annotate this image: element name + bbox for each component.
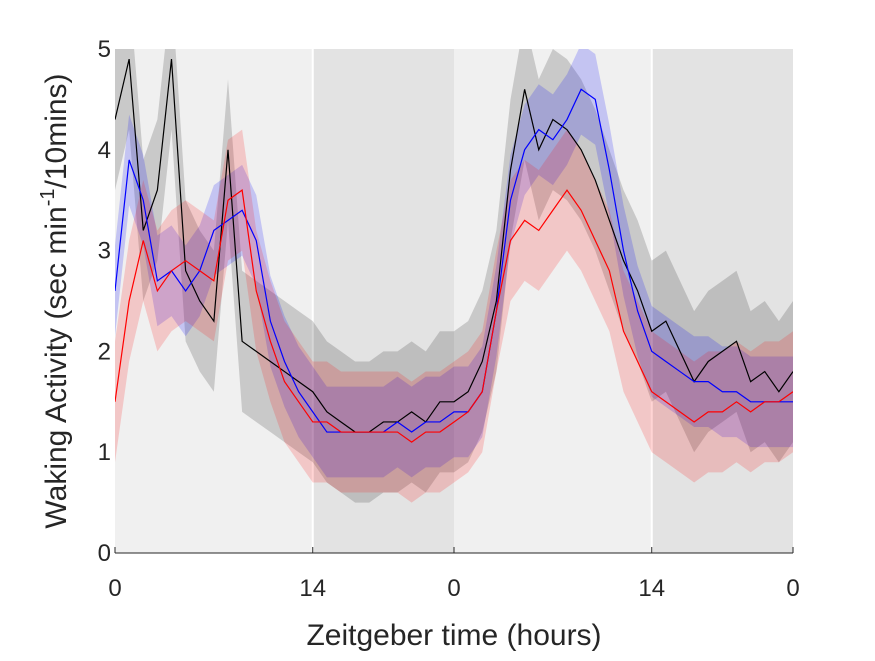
series-line <box>115 88 793 433</box>
y-label-part: /10mins) <box>40 73 73 188</box>
x-axis-label: Zeitgeber time (hours) <box>306 619 601 652</box>
x-tick-label: 14 <box>299 575 326 602</box>
y-tick-label: 1 <box>98 439 111 466</box>
series-line <box>115 58 793 433</box>
dark-period <box>312 49 454 553</box>
y-tick-label: 5 <box>98 36 111 63</box>
error-band <box>115 49 793 503</box>
y-tick-label: 4 <box>98 137 111 164</box>
series-line <box>115 189 793 443</box>
x-tick-label: 0 <box>447 575 460 602</box>
y-label-sup: -1 <box>37 188 59 206</box>
x-tick-label: 14 <box>638 575 665 602</box>
y-tick-label: 0 <box>98 540 111 567</box>
x-tick-label: 0 <box>786 575 799 602</box>
error-band <box>115 129 793 503</box>
error-band <box>115 49 793 478</box>
y-tick-label: 2 <box>98 338 111 365</box>
y-label-part: Waking Activity (sec min <box>40 206 73 528</box>
plot-layer <box>115 49 793 503</box>
dark-period <box>651 49 793 553</box>
x-tick-label: 0 <box>108 575 121 602</box>
y-axis-label: Waking Activity (sec min-1/10mins) <box>37 73 73 528</box>
y-tick-label: 3 <box>98 238 111 265</box>
